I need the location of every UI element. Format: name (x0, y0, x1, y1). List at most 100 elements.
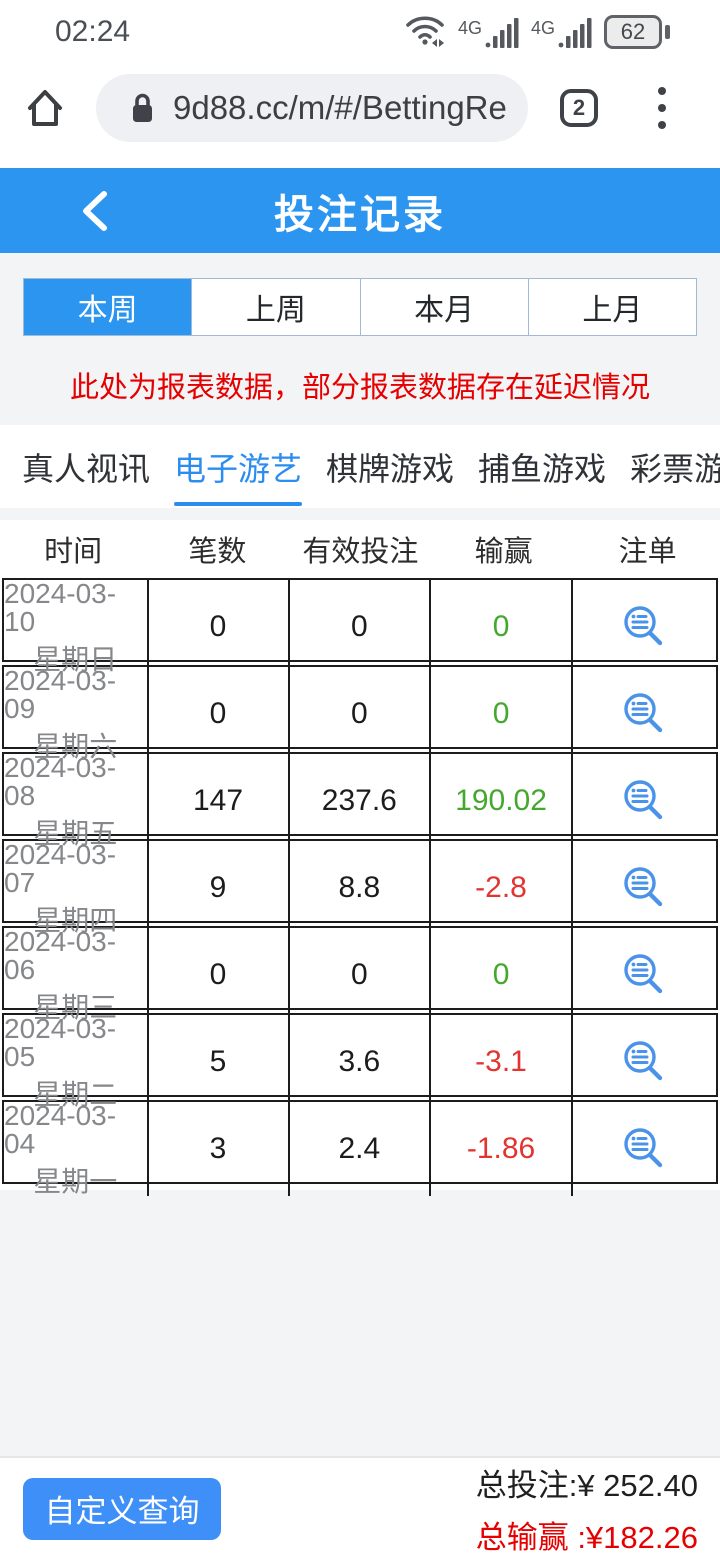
table-row: 2024-03-08 星期五 147 237.6 190.02 (2, 752, 718, 848)
betting-table: 时间 笔数 有效投注 输赢 注单 2024-03-10 星期日 0 0 0 202… (0, 520, 720, 1196)
row-weekday: 星期日 (33, 644, 118, 675)
tab-board-games[interactable]: 棋牌游戏 (326, 450, 455, 487)
period-tab-last-month[interactable]: 上月 (528, 279, 696, 335)
table-row: 2024-03-09 星期六 0 0 0 (2, 665, 718, 761)
lock-icon (133, 93, 152, 122)
row-valid-bet: 0 (290, 580, 432, 674)
custom-query-button[interactable]: 自定义查询 (23, 1477, 221, 1540)
totals-summary: 总投注:¥ 252.40 总输赢 :¥182.26 (476, 1460, 698, 1557)
row-weekday: 星期六 (33, 731, 118, 762)
wifi-icon (404, 12, 448, 53)
row-count: 5 (149, 1015, 290, 1109)
period-tab-last-week[interactable]: 上周 (192, 279, 361, 335)
col-header-win-loss: 输赢 (474, 536, 533, 568)
signal-bars-icon (485, 18, 519, 48)
row-win-loss: -1.86 (431, 1102, 573, 1196)
total-win-loss-value: 总输赢 :¥182.26 (475, 1520, 698, 1555)
tab-slots[interactable]: 电子游艺 (174, 430, 303, 506)
app-header: 投注记录 (0, 168, 720, 253)
cell-signal-1: 4G (458, 16, 521, 48)
row-count: 147 (149, 754, 290, 848)
row-valid-bet: 0 (290, 928, 432, 1022)
table-row: 2024-03-07 星期四 9 8.8 -2.8 (2, 839, 718, 935)
view-orders-icon[interactable] (573, 928, 716, 1022)
row-valid-bet: 0 (290, 667, 432, 761)
browser-toolbar: 9d88.cc/m/#/BettingRe 2 (0, 58, 720, 158)
tab-live-casino[interactable]: 真人视讯 (22, 450, 151, 487)
table-header-row: 时间 笔数 有效投注 输赢 注单 (0, 520, 720, 578)
empty-area (0, 1190, 720, 1456)
row-weekday: 星期五 (33, 818, 118, 849)
view-orders-icon[interactable] (573, 1015, 716, 1109)
battery-percent: 62 (620, 19, 646, 44)
row-count: 0 (149, 928, 290, 1022)
row-date: 2024-03-04 (4, 1100, 117, 1159)
row-win-loss: -3.1 (431, 1015, 573, 1109)
url-text: 9d88.cc/m/#/BettingRe (173, 89, 507, 126)
row-valid-bet: 2.4 (290, 1102, 432, 1196)
period-tab-this-month[interactable]: 本月 (360, 279, 529, 335)
period-tab-this-week[interactable]: 本周 (24, 279, 193, 335)
view-orders-icon[interactable] (573, 841, 716, 935)
view-orders-icon[interactable] (573, 667, 716, 761)
view-orders-icon[interactable] (573, 754, 716, 848)
tab-fishing[interactable]: 捕鱼游戏 (478, 450, 607, 487)
row-count: 0 (149, 580, 290, 674)
row-count: 3 (149, 1102, 290, 1196)
row-date: 2024-03-07 (4, 839, 117, 898)
tab-lottery[interactable]: 彩票游戏 (630, 450, 720, 487)
row-count: 9 (149, 841, 290, 935)
total-bet-value: 总投注:¥ 252.40 (475, 1468, 698, 1503)
tab-switcher-button[interactable]: 2 (560, 89, 598, 127)
footer-bar: 自定义查询 总投注:¥ 252.40 总输赢 :¥182.26 (0, 1456, 720, 1559)
period-section: 本周 上周 本月 上月 此处为报表数据，部分报表数据存在延迟情况 (0, 253, 720, 425)
row-win-loss: 0 (431, 928, 573, 1022)
view-orders-icon[interactable] (573, 1102, 716, 1196)
col-header-time: 时间 (44, 536, 103, 568)
row-count: 0 (149, 667, 290, 761)
category-tab-bar: 真人视讯 电子游艺 棋牌游戏 捕鱼游戏 彩票游戏 (0, 425, 720, 508)
network-type-label: 4G (457, 18, 482, 38)
table-body: 2024-03-10 星期日 0 0 0 2024-03-09 星期六 0 0 0 … (0, 578, 720, 1196)
col-header-count: 笔数 (188, 536, 247, 568)
network-type-label: 4G (530, 18, 555, 38)
cell-signal-2: 4G (531, 16, 594, 48)
row-win-loss: 0 (431, 667, 573, 761)
period-tab-group: 本周 上周 本月 上月 (23, 278, 697, 336)
battery-icon: 62 (604, 15, 670, 49)
home-icon[interactable] (26, 87, 64, 129)
address-bar[interactable]: 9d88.cc/m/#/BettingRe (96, 74, 528, 142)
table-row: 2024-03-06 星期三 0 0 0 (2, 926, 718, 1022)
row-date: 2024-03-06 (4, 926, 117, 985)
table-row: 2024-03-05 星期二 5 3.6 -3.1 (2, 1013, 718, 1109)
tab-count: 2 (572, 95, 586, 120)
row-weekday: 星期二 (33, 1079, 118, 1110)
row-date: 2024-03-09 (4, 665, 117, 724)
row-weekday: 星期三 (33, 992, 118, 1023)
table-row: 2024-03-10 星期日 0 0 0 (2, 578, 718, 674)
status-bar: 02:24 4G (0, 0, 720, 58)
row-weekday: 星期一 (33, 1166, 118, 1197)
col-header-valid-bet: 有效投注 (302, 536, 419, 568)
browser-menu-icon[interactable] (654, 83, 670, 133)
row-win-loss: 0 (431, 580, 573, 674)
active-tab-underline (174, 501, 303, 506)
row-date: 2024-03-08 (4, 752, 117, 811)
row-valid-bet: 8.8 (290, 841, 432, 935)
row-win-loss: -2.8 (431, 841, 573, 935)
table-row: 2024-03-04 星期一 3 2.4 -1.86 (2, 1100, 718, 1196)
row-date: 2024-03-05 (4, 1013, 117, 1072)
row-weekday: 星期四 (33, 905, 118, 936)
signal-bars-icon (558, 18, 592, 48)
page-title: 投注记录 (274, 192, 446, 237)
clock: 02:24 (55, 15, 131, 48)
row-win-loss: 190.02 (431, 754, 573, 848)
back-icon[interactable] (78, 189, 112, 233)
col-header-order: 注单 (618, 536, 677, 568)
row-date: 2024-03-10 (4, 578, 117, 637)
row-valid-bet: 237.6 (290, 754, 432, 848)
view-orders-icon[interactable] (573, 580, 716, 674)
row-valid-bet: 3.6 (290, 1015, 432, 1109)
report-delay-notice: 此处为报表数据，部分报表数据存在延迟情况 (69, 372, 650, 404)
